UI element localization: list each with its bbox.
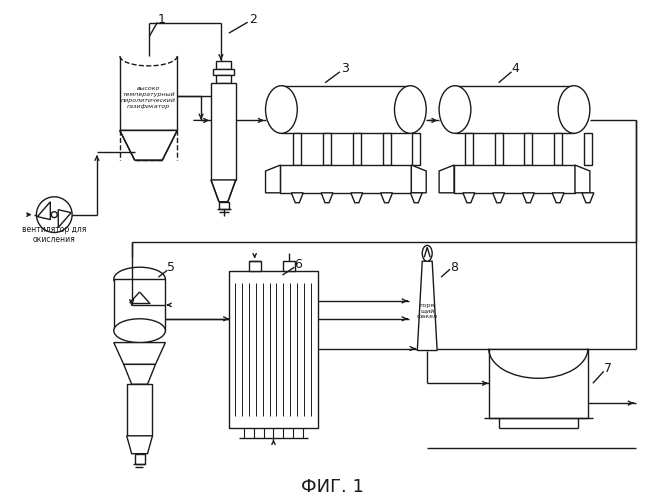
Bar: [382, 134, 390, 165]
Polygon shape: [266, 165, 280, 193]
Text: 6: 6: [294, 258, 302, 270]
Polygon shape: [493, 193, 505, 202]
Bar: [293, 134, 301, 165]
Ellipse shape: [37, 197, 72, 232]
Polygon shape: [321, 193, 333, 202]
Text: 4: 4: [511, 62, 519, 76]
Bar: [216, 61, 231, 69]
Text: ФИГ. 1: ФИГ. 1: [301, 478, 363, 496]
Bar: [353, 134, 361, 165]
Polygon shape: [351, 193, 363, 202]
Ellipse shape: [558, 86, 590, 134]
Bar: [213, 69, 234, 75]
Polygon shape: [380, 193, 392, 202]
Bar: [249, 262, 260, 271]
Polygon shape: [127, 436, 153, 454]
Bar: [219, 202, 229, 208]
Ellipse shape: [114, 319, 165, 342]
Ellipse shape: [439, 86, 471, 134]
Bar: [495, 134, 503, 165]
Bar: [216, 75, 231, 82]
Ellipse shape: [266, 86, 297, 134]
Bar: [229, 271, 318, 428]
Bar: [135, 454, 145, 464]
Ellipse shape: [394, 86, 426, 134]
Text: 8: 8: [450, 260, 458, 274]
Text: вентилятор для
окисления: вентилятор для окисления: [22, 225, 86, 244]
Bar: [454, 165, 575, 193]
Bar: [525, 134, 533, 165]
Bar: [282, 86, 410, 134]
Bar: [280, 165, 411, 193]
Text: 1: 1: [157, 12, 165, 26]
Ellipse shape: [51, 212, 57, 218]
Bar: [455, 86, 574, 134]
Polygon shape: [552, 193, 564, 202]
Text: 2: 2: [249, 12, 256, 26]
Polygon shape: [411, 165, 426, 193]
Text: высоко
температурный
пиролитический
газификатор: высоко температурный пиролитический гази…: [121, 86, 176, 109]
Polygon shape: [463, 193, 475, 202]
Polygon shape: [114, 342, 165, 364]
Polygon shape: [37, 202, 50, 220]
Polygon shape: [575, 165, 590, 193]
Ellipse shape: [422, 246, 432, 262]
Bar: [489, 348, 588, 418]
Text: 7: 7: [604, 362, 612, 375]
Bar: [412, 134, 420, 165]
Bar: [114, 279, 165, 330]
Polygon shape: [211, 180, 236, 202]
Ellipse shape: [114, 267, 165, 291]
Polygon shape: [58, 210, 71, 228]
Polygon shape: [417, 262, 437, 350]
Bar: [584, 134, 592, 165]
Text: 5: 5: [167, 260, 175, 274]
Polygon shape: [120, 130, 177, 160]
Bar: [127, 384, 153, 436]
Bar: [465, 134, 473, 165]
Text: горя
щий
факел: горя щий факел: [417, 302, 438, 319]
Polygon shape: [124, 364, 155, 384]
Polygon shape: [410, 193, 422, 202]
Bar: [284, 262, 295, 271]
Polygon shape: [439, 165, 454, 193]
Bar: [554, 134, 562, 165]
Polygon shape: [291, 193, 303, 202]
Text: 3: 3: [341, 62, 349, 76]
Polygon shape: [582, 193, 594, 202]
Bar: [323, 134, 331, 165]
Polygon shape: [523, 193, 535, 202]
Bar: [211, 82, 236, 180]
